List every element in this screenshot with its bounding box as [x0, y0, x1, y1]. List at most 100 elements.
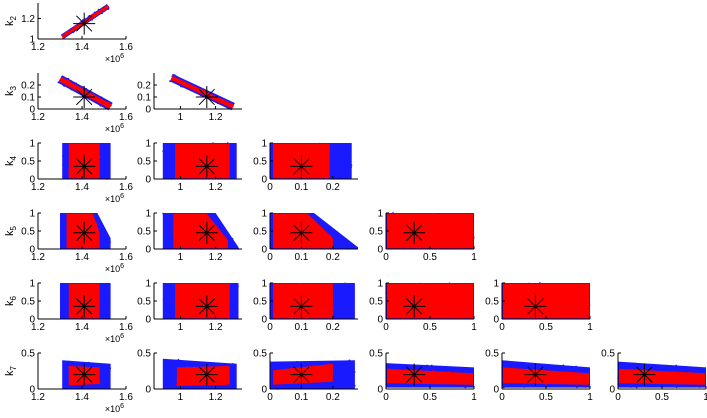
inner-sample-point	[280, 237, 283, 240]
outer-sample-point	[213, 220, 216, 223]
estimate-marker	[73, 86, 96, 108]
x-tick-label: 0.5	[655, 392, 669, 403]
inner-sample-point	[447, 375, 450, 378]
outer-sample-point	[107, 8, 110, 11]
outer-sample-point	[448, 385, 450, 388]
inner-sample-point	[575, 289, 578, 292]
y-tick-label: 0	[493, 315, 499, 326]
inner-sample-point	[88, 375, 91, 377]
panel-axes: 0 0.5 1 0 0.5 1	[369, 279, 477, 334]
scatter-panel-r5-c2: 0 0.5 0 0.1 0.2	[253, 349, 358, 403]
inner-sample-point	[66, 30, 69, 33]
inner-sample-point	[208, 157, 211, 160]
inner-sample-point	[520, 371, 522, 374]
y-tick-label: 0	[29, 105, 35, 116]
inner-sample-point	[651, 375, 654, 377]
inner-sample-point	[106, 104, 109, 107]
inner-sample-point	[306, 147, 308, 150]
inner-sample-point	[73, 314, 76, 317]
x-tick-label: 1	[587, 392, 593, 403]
x-tick-label: 0.5	[539, 322, 553, 333]
inner-sample-point	[180, 382, 182, 384]
outer-sample-point	[61, 245, 64, 248]
outer-sample-point	[686, 370, 689, 373]
outer-sample-point	[163, 306, 165, 309]
inner-sample-point	[289, 164, 291, 167]
inner-sample-point	[307, 176, 310, 179]
inner-sample-point	[313, 233, 316, 236]
inner-sample-point	[68, 227, 70, 230]
outer-sample-point	[271, 228, 273, 231]
y-tick-label: 0.5	[137, 297, 151, 308]
inner-sample-point	[72, 155, 74, 158]
inner-sample-point	[447, 373, 449, 376]
inner-sample-point	[548, 379, 551, 381]
x-tick-label: 1.2	[209, 322, 223, 333]
inner-sample-point	[289, 316, 292, 319]
y-tick-label: 1	[29, 279, 35, 290]
inner-sample-point	[70, 232, 73, 235]
y-tick-label: 0	[29, 385, 35, 396]
inner-sample-point	[103, 8, 106, 11]
inner-sample-point	[331, 302, 334, 305]
inner-sample-point	[179, 373, 182, 376]
inner-sample-point	[84, 240, 87, 243]
inner-sample-point	[298, 149, 301, 151]
outer-sample-point	[66, 284, 69, 287]
inner-sample-point	[204, 239, 207, 242]
outer-sample-point	[174, 359, 177, 362]
inner-sample-point	[396, 292, 399, 294]
outer-sample-point	[62, 148, 65, 151]
outer-sample-point	[170, 381, 173, 384]
outer-sample-point	[349, 383, 352, 385]
inner-sample-point	[693, 373, 696, 376]
outer-sample-point	[337, 366, 339, 369]
inner-sample-point	[220, 365, 223, 368]
outer-sample-point	[426, 365, 428, 367]
row-label-k5: k5	[4, 225, 18, 236]
outer-sample-point	[65, 369, 68, 372]
outer-sample-point	[324, 223, 326, 226]
inner-sample-point	[628, 379, 630, 382]
inner-sample-point	[191, 173, 194, 176]
outer-sample-point	[271, 246, 274, 249]
outer-sample-point	[102, 364, 105, 367]
inner-sample-point	[457, 214, 460, 217]
outer-sample-point	[87, 361, 90, 364]
inner-sample-point	[72, 229, 75, 232]
estimate-marker	[195, 155, 218, 178]
inner-sample-point	[470, 382, 473, 385]
row-label-k7: k7	[4, 365, 18, 376]
inner-sample-point	[217, 162, 219, 165]
inner-sample-point	[505, 372, 507, 375]
x-tick-label: 1	[178, 112, 184, 123]
outer-sample-point	[99, 171, 102, 174]
panel-axes: 0 0.5 1 1 1.2	[137, 139, 242, 193]
inner-sample-point	[88, 92, 91, 95]
inner-sample-point	[77, 26, 80, 29]
inner-sample-point	[195, 381, 197, 383]
inner-sample-point	[387, 381, 390, 383]
inner-sample-region	[176, 366, 230, 387]
outer-sample-point	[234, 312, 237, 315]
outer-sample-point	[169, 227, 172, 230]
outer-sample-point	[164, 219, 167, 222]
outer-sample-point	[175, 385, 178, 387]
inner-sample-point	[290, 311, 293, 314]
x-tick-label: 1	[471, 252, 477, 263]
inner-sample-point	[322, 173, 325, 176]
inner-sample-point	[222, 313, 225, 315]
outer-sample-point	[106, 367, 109, 370]
outer-sample-point	[171, 368, 174, 370]
x-tick-label: 1.4	[75, 42, 89, 53]
inner-sample-point	[508, 311, 510, 314]
outer-sample-point	[640, 366, 643, 369]
inner-sample-point	[275, 213, 278, 216]
inner-sample-point	[697, 374, 700, 377]
inner-sample-point	[395, 289, 397, 292]
inner-sample-point	[194, 283, 197, 286]
inner-sample-point	[86, 286, 89, 289]
inner-sample-point	[557, 303, 559, 306]
outer-sample-point	[349, 164, 352, 167]
inner-sample-point	[464, 232, 466, 235]
